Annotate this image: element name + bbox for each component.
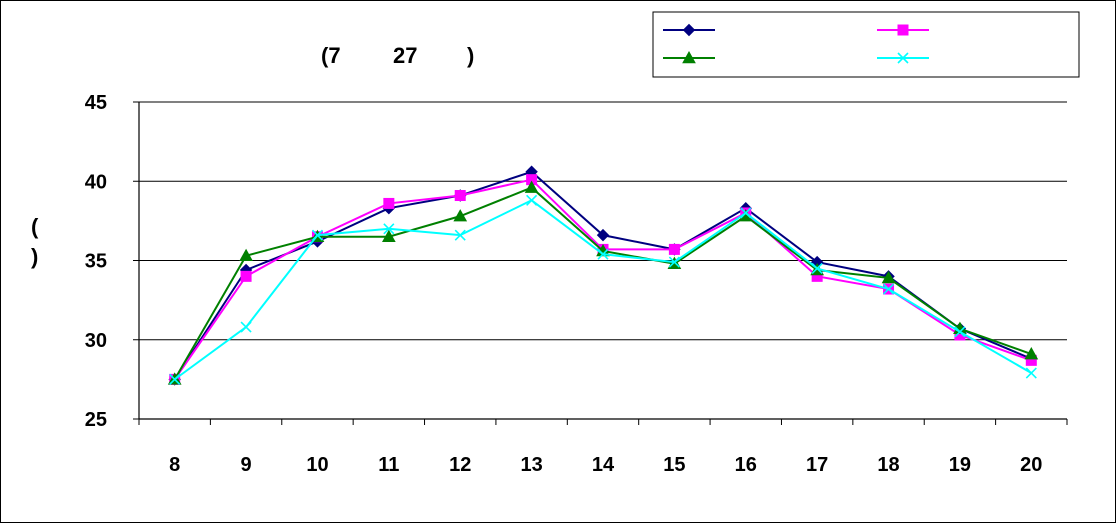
y-axis-label-part: ( <box>31 214 39 239</box>
x-tick-label: 17 <box>806 454 828 476</box>
data-point <box>524 180 539 193</box>
data-point <box>240 270 252 282</box>
y-tick-label: 45 <box>85 92 107 114</box>
data-point <box>668 256 680 268</box>
series-line <box>174 199 1032 381</box>
chart-title-part: 27 <box>393 43 417 68</box>
x-tick-label: 15 <box>663 454 685 476</box>
data-point <box>240 321 252 333</box>
plot-area: 25 30 35 40 45 8 9 10 11 12 13 14 15 16 17 18 19 20 <box>85 92 1068 476</box>
data-point <box>239 248 253 262</box>
y-axis-label-part: ) <box>31 244 38 269</box>
x-tick-label: 16 <box>735 454 757 476</box>
data-point <box>1024 346 1039 360</box>
data-point <box>169 373 181 385</box>
x-tick-label: 13 <box>520 454 542 476</box>
data-point <box>596 228 610 242</box>
data-point <box>954 326 966 338</box>
legend-marker <box>682 50 696 64</box>
x-tick-label: 11 <box>378 454 399 476</box>
data-point <box>526 194 538 206</box>
chart-title-part: (7 <box>321 43 341 68</box>
data-point <box>882 283 895 295</box>
y-axis-label: ( ) <box>31 214 39 269</box>
data-point <box>811 262 823 274</box>
series-4 <box>169 194 1037 385</box>
data-point <box>1025 367 1037 379</box>
x-tick-label: 12 <box>449 454 471 476</box>
x-tick-label: 19 <box>949 454 971 476</box>
x-tick-label: 8 <box>169 454 180 476</box>
data-point <box>740 207 752 219</box>
series-line <box>173 186 1032 380</box>
x-tick-label: 14 <box>592 454 615 476</box>
series-2 <box>169 174 1037 385</box>
data-point <box>597 248 609 260</box>
series-3 <box>167 180 1039 385</box>
legend <box>652 11 1080 78</box>
series-line <box>173 178 1032 380</box>
y-tick-label: 25 <box>85 409 107 431</box>
data-point <box>311 229 324 241</box>
legend-box <box>652 11 1080 78</box>
data-point <box>381 229 396 243</box>
x-tick-label: 9 <box>241 454 252 476</box>
data-point <box>454 190 466 202</box>
data-point <box>881 270 896 284</box>
data-point <box>453 209 468 222</box>
x-tick-label: 20 <box>1020 454 1042 476</box>
legend-marker <box>682 23 696 37</box>
series-line <box>173 170 1032 380</box>
data-point <box>454 229 466 241</box>
y-tick-label: 40 <box>85 171 107 193</box>
chart-title: (7 27 ) <box>321 43 474 68</box>
legend-item <box>877 52 929 64</box>
data-point <box>383 197 395 209</box>
legend-marker <box>897 52 909 64</box>
legend-item <box>663 50 715 64</box>
legend-item <box>663 23 715 37</box>
y-tick-label: 35 <box>85 251 107 273</box>
data-point <box>668 243 680 255</box>
legend-marker <box>897 24 909 36</box>
chart-title-part: ) <box>467 43 474 68</box>
x-tick-label: 18 <box>877 454 899 476</box>
data-point <box>383 223 395 235</box>
x-tick-label: 10 <box>306 454 328 476</box>
series-1 <box>168 165 1038 386</box>
y-tick-label: 30 <box>85 330 107 352</box>
legend-item <box>877 24 929 36</box>
